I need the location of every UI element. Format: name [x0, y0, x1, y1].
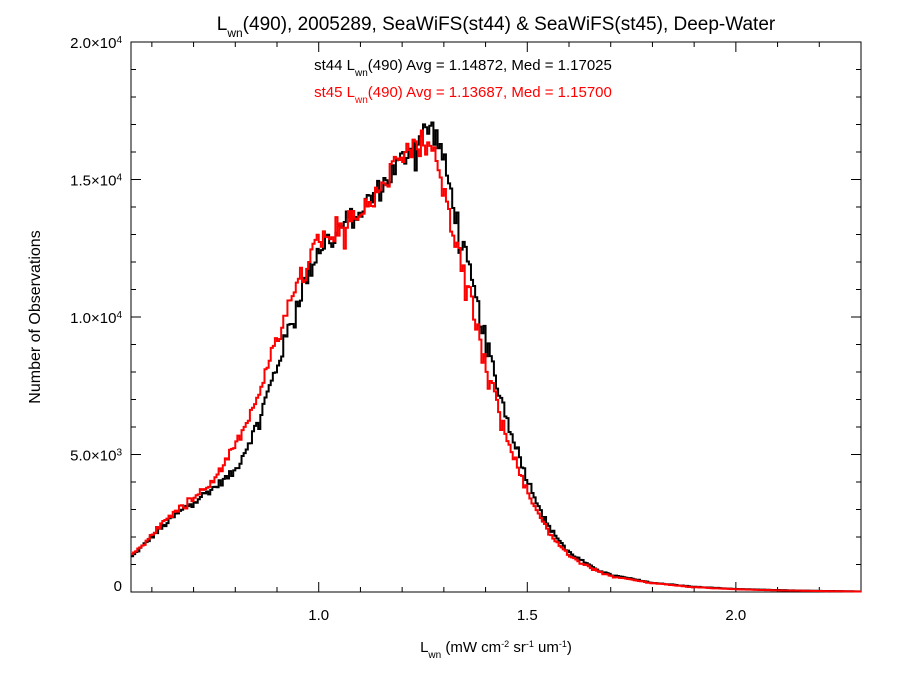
x-tick-label: 1.0 — [308, 607, 329, 624]
annotation-st44: st44 Lwn(490) Avg = 1.14872, Med = 1.170… — [314, 57, 612, 79]
series-layer — [131, 121, 861, 593]
y-tick-label: 2.0×104 — [70, 35, 122, 53]
x-axis-title: Lwn (mW cm-2 sr-1 um-1) — [420, 639, 572, 661]
series-line-st45 — [131, 129, 861, 593]
axis-ticks — [131, 41, 862, 593]
x-tick-label: 2.0 — [725, 607, 746, 624]
y-tick-label: 5.0×103 — [70, 447, 122, 465]
y-axis-title: Number of Observations — [27, 230, 44, 403]
chart-title: Lwn(490), 2005289, SeaWiFS(st44) & SeaWi… — [217, 14, 776, 40]
axis-tick-labels: 1.0 1.5 2.0 0 5.0×103 1.0×104 1.5×104 2.0×104 — [70, 35, 746, 625]
x-tick-label: 1.5 — [517, 607, 538, 624]
y-tick-label: 1.5×104 — [70, 172, 122, 190]
y-tick-label: 1.0×104 — [70, 310, 122, 328]
annotation-st45: st45 Lwn(490) Avg = 1.13687, Med = 1.157… — [314, 84, 612, 106]
y-tick-label: 0 — [114, 578, 122, 595]
